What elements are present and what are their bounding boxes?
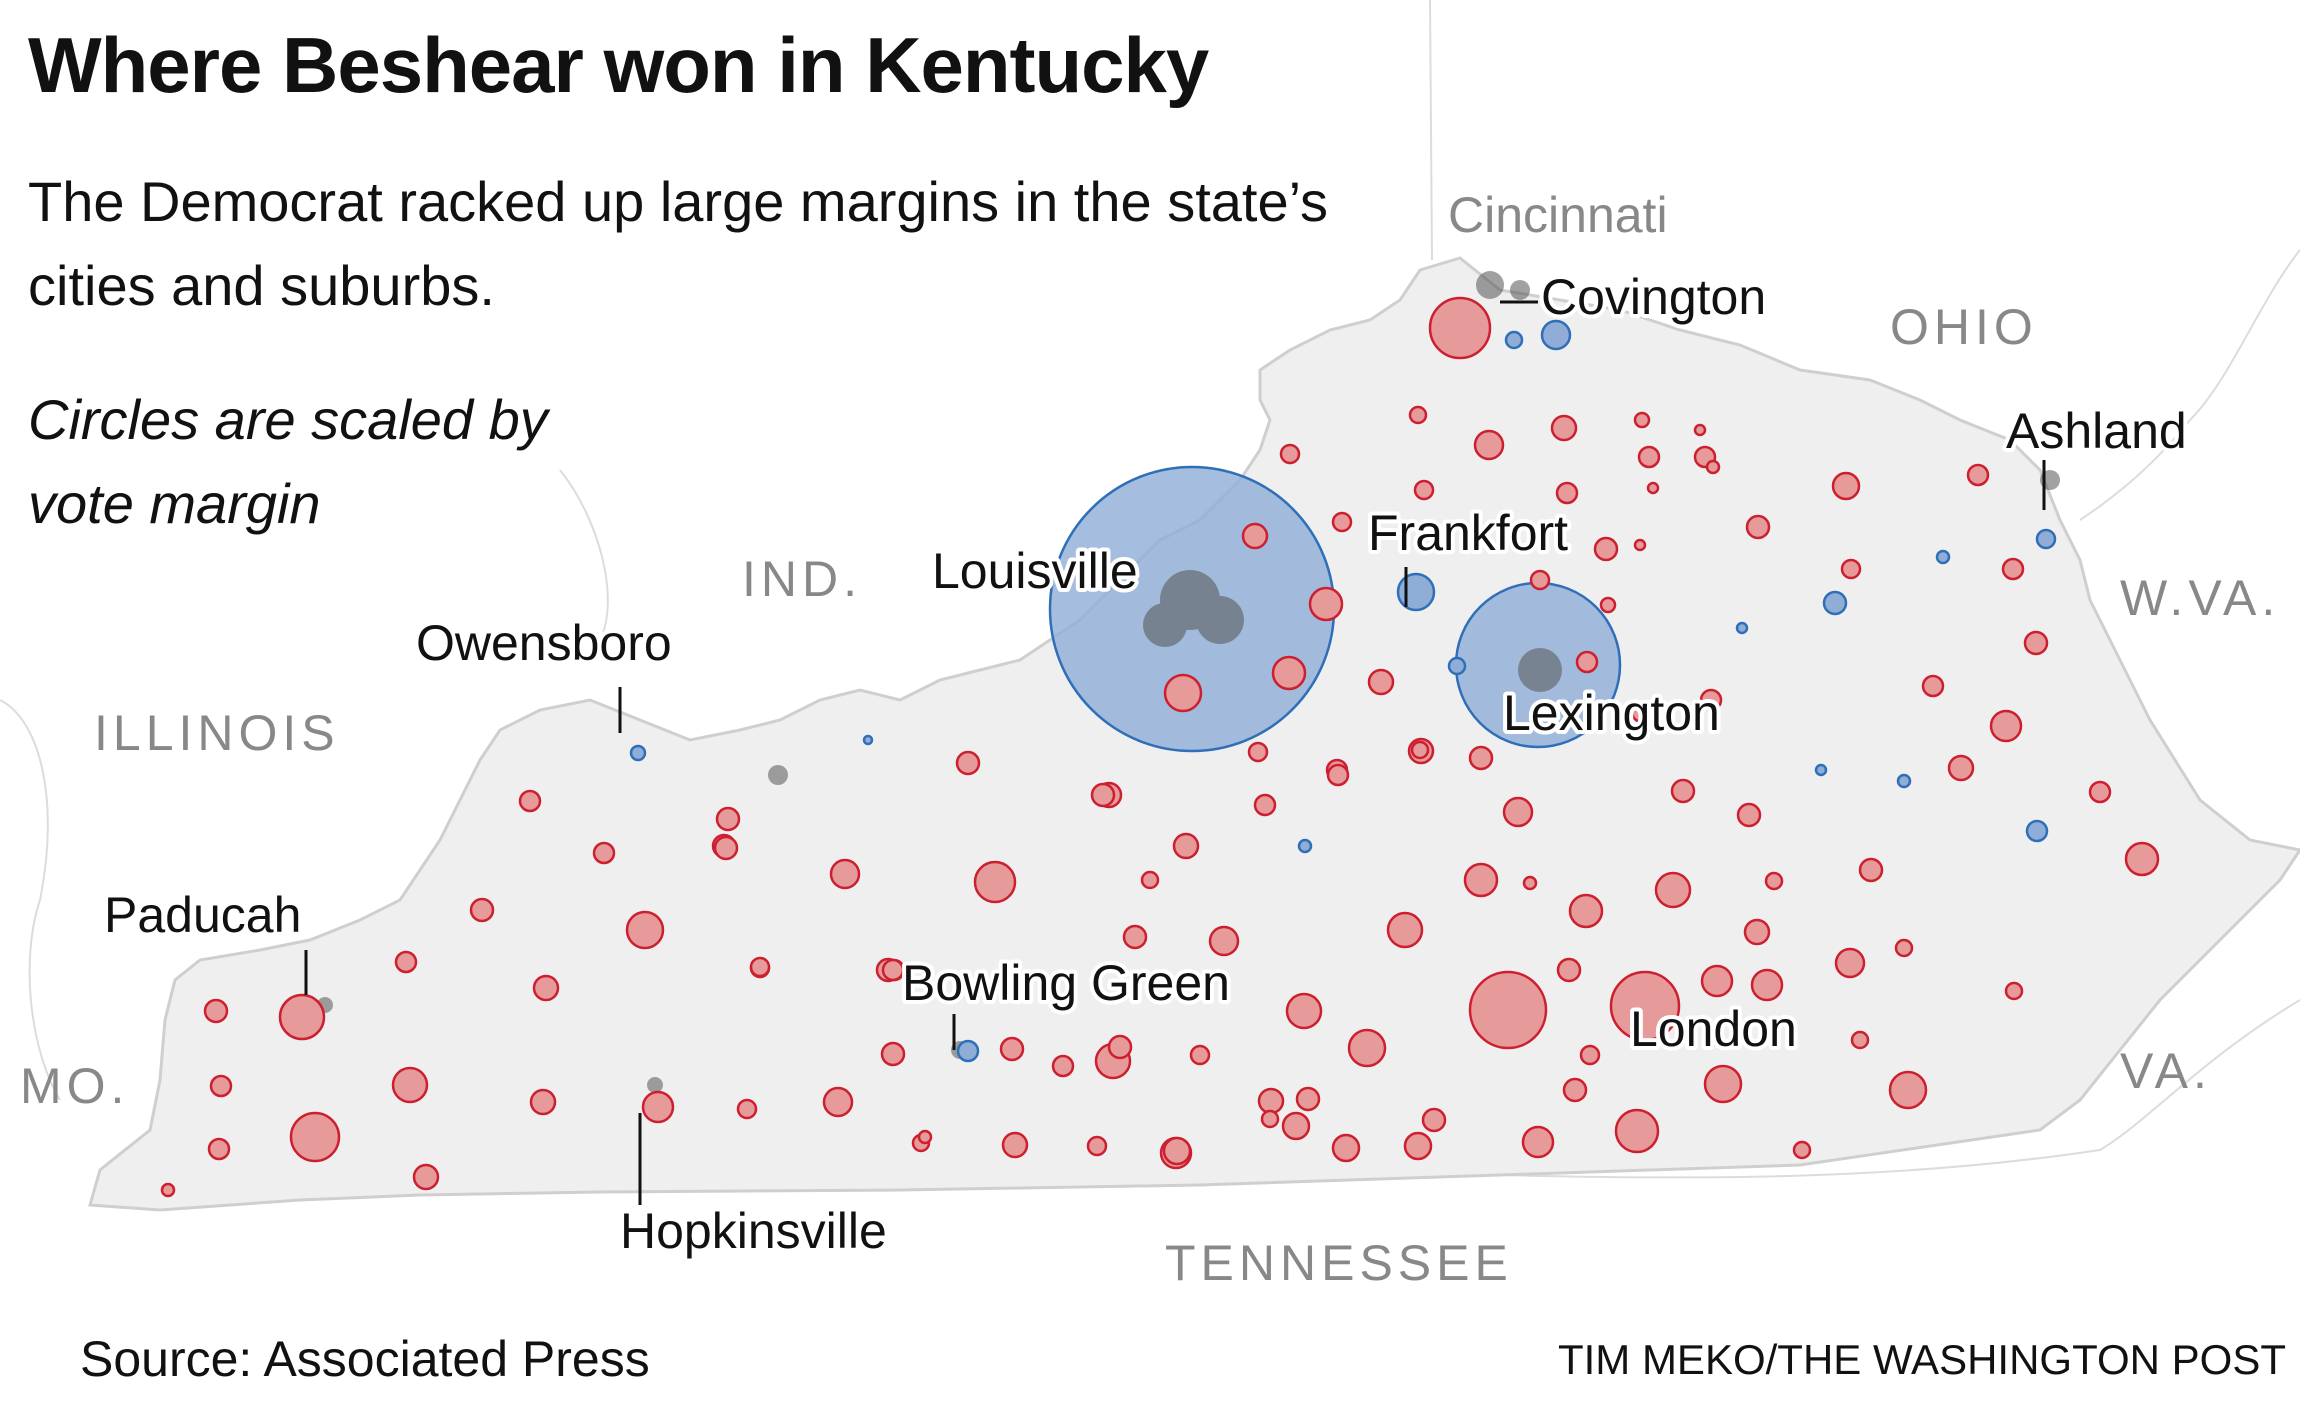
subtitle: The Democrat racked up large margins in … xyxy=(28,170,1329,317)
label-west-virginia: W.VA. xyxy=(2120,570,2280,626)
label-tennessee: TENNESSEE xyxy=(1165,1235,1513,1291)
republican-county-circles xyxy=(160,296,2160,1198)
label-owensboro: Owensboro xyxy=(416,615,672,671)
democratic-county-circles xyxy=(629,319,2057,1063)
label-cincinnati: Cincinnati xyxy=(1448,187,1668,243)
page-title: Where Beshear won in Kentucky xyxy=(28,21,1209,109)
label-bowling-green: Bowling Green xyxy=(902,955,1230,1011)
label-louisville: Louisville xyxy=(932,543,1138,599)
label-covington: Covington xyxy=(1541,269,1766,325)
label-ashland: Ashland xyxy=(2006,403,2187,459)
source-note: Source: Associated Press xyxy=(80,1331,650,1387)
label-ohio: OHIO xyxy=(1890,299,2038,355)
label-hopkinsville: Hopkinsville xyxy=(620,1203,887,1259)
label-lexington: Lexington xyxy=(1503,685,1720,741)
label-illinois: ILLINOIS xyxy=(94,705,340,761)
label-london: London xyxy=(1630,1001,1797,1057)
scale-note: Circles are scaled by vote margin xyxy=(28,388,548,535)
label-paducah: Paducah xyxy=(104,887,301,943)
label-indiana: IND. xyxy=(742,551,862,607)
label-virginia: VA. xyxy=(2120,1043,2212,1099)
label-frankfort: Frankfort xyxy=(1368,505,1568,561)
label-missouri: MO. xyxy=(20,1058,129,1114)
credit-line: TIM MEKO/THE WASHINGTON POST xyxy=(1557,1336,2286,1383)
